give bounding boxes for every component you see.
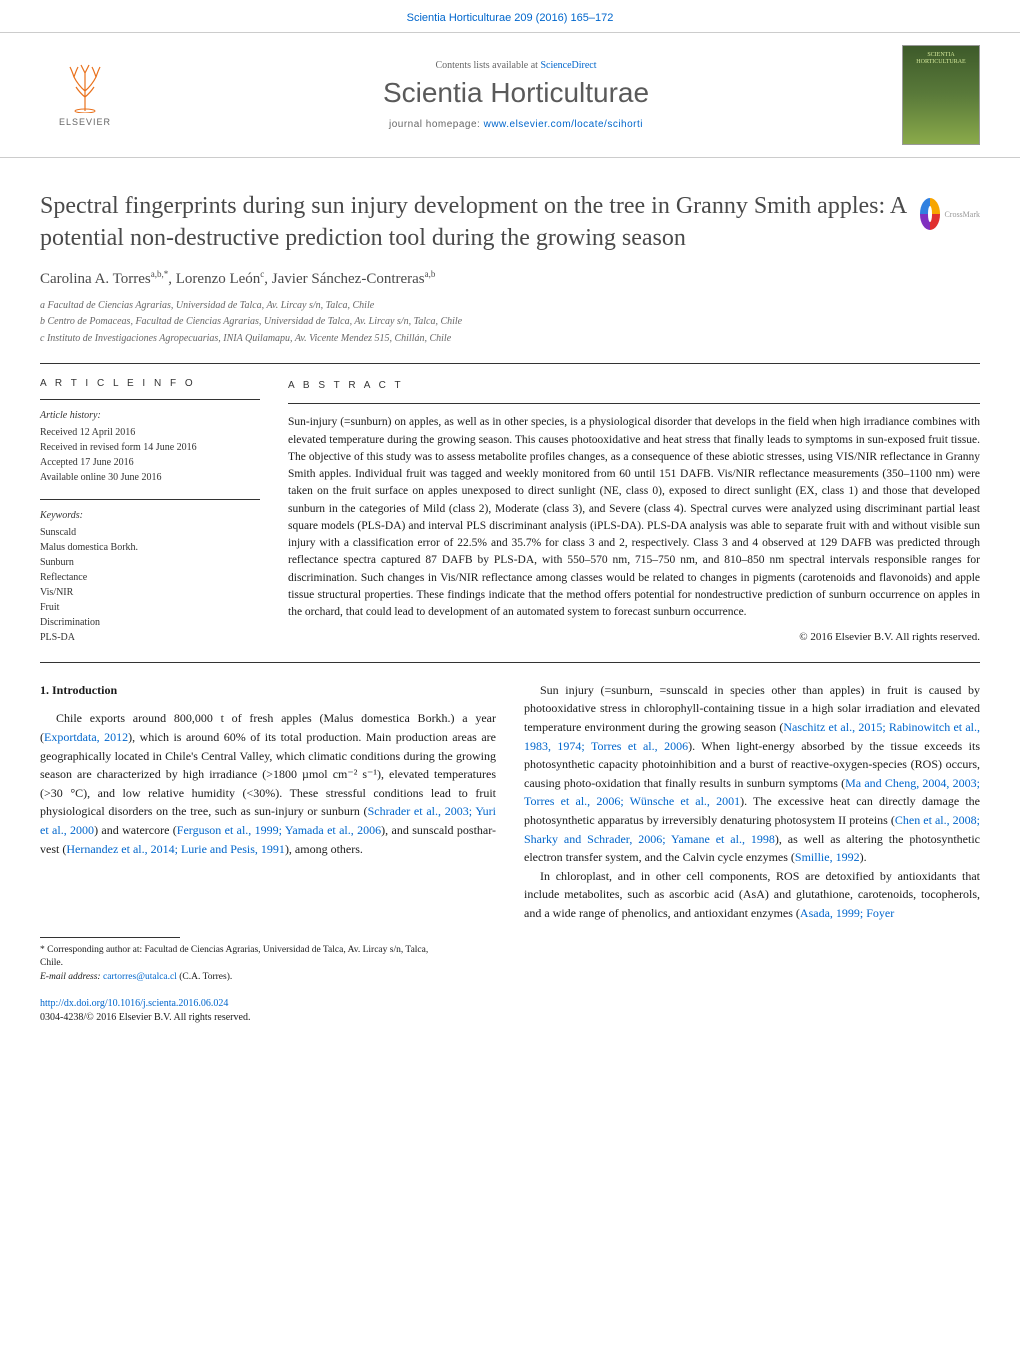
info-rule — [40, 399, 260, 400]
email-owner: (C.A. Torres). — [177, 972, 232, 982]
citation[interactable]: Exportdata, 2012 — [44, 730, 128, 744]
citation[interactable]: Asada, 1999; Foyer — [800, 906, 894, 920]
elsevier-label: ELSEVIER — [59, 117, 111, 127]
intro-heading: 1. Introduction — [40, 681, 496, 700]
crossmark-badge[interactable]: CrossMark — [920, 194, 980, 234]
citation[interactable]: Ferguson et al., 1999; Yamada et al., 20… — [177, 823, 381, 837]
journal-reference: Scientia Horticulturae 209 (2016) 165–17… — [0, 0, 1020, 32]
banner-center: Contents lists available at ScienceDirec… — [130, 60, 902, 130]
author-list: Carolina A. Torresa,b,*, Lorenzo Leónc, … — [0, 269, 1020, 298]
abstract-text: Sun-injury (=sunburn) on apples, as well… — [288, 414, 980, 621]
citation[interactable]: Hernandez et al., 2014; Lurie and Pesis,… — [66, 842, 285, 856]
body-paragraph-2: Sun injury (=sunburn, =sunscald in speci… — [524, 681, 980, 867]
corresponding-author-note: * Corresponding author at: Facultad de C… — [40, 944, 450, 972]
keyword: Vis/NIR — [40, 585, 260, 600]
info-abstract-row: A R T I C L E I N F O Article history: R… — [0, 364, 1020, 662]
affiliation: a Facultad de Ciencias Agrarias, Univers… — [40, 298, 980, 314]
crossmark-label: CrossMark — [944, 210, 980, 219]
affiliation: c Instituto de Investigaciones Agropecua… — [40, 331, 980, 347]
keyword: Fruit — [40, 600, 260, 615]
history-line: Received in revised form 14 June 2016 — [40, 440, 260, 455]
history-line: Available online 30 June 2016 — [40, 470, 260, 485]
sciencedirect-link[interactable]: ScienceDirect — [540, 60, 596, 71]
keyword: Sunscald — [40, 525, 260, 540]
history-line: Received 12 April 2016 — [40, 425, 260, 440]
email-line: E-mail address: cartorres@utalca.cl (C.A… — [40, 971, 450, 985]
body-col-right: Sun injury (=sunburn, =sunscald in speci… — [524, 681, 980, 923]
elsevier-logo: ELSEVIER — [40, 50, 130, 140]
crossmark-icon — [920, 198, 940, 230]
keyword: Malus domestica Borkh. — [40, 540, 260, 555]
doi-block: http://dx.doi.org/10.1016/j.scienta.2016… — [0, 987, 1020, 1041]
journal-title: Scientia Horticulturae — [130, 77, 902, 109]
article-info-heading: A R T I C L E I N F O — [40, 378, 260, 389]
info-rule-2 — [40, 499, 260, 500]
keywords-block: Keywords: SunscaldMalus domestica Borkh.… — [40, 508, 260, 645]
contents-available-line: Contents lists available at ScienceDirec… — [130, 60, 902, 71]
keyword: Reflectance — [40, 570, 260, 585]
email-label: E-mail address: — [40, 972, 103, 982]
intro-paragraph-1: Chile exports around 800,000 t of fresh … — [40, 709, 496, 858]
footnotes: * Corresponding author at: Facultad de C… — [0, 938, 490, 987]
body-columns: 1. Introduction Chile exports around 800… — [0, 663, 1020, 923]
doi-link[interactable]: http://dx.doi.org/10.1016/j.scienta.2016… — [40, 998, 228, 1009]
history-label: Article history: — [40, 408, 260, 423]
corresponding-email-link[interactable]: cartorres@utalca.cl — [103, 972, 177, 982]
abstract-col: A B S T R A C T Sun-injury (=sunburn) on… — [288, 378, 980, 646]
journal-homepage-link[interactable]: www.elsevier.com/locate/scihorti — [484, 119, 643, 130]
article-header: Spectral fingerprints during sun injury … — [0, 158, 1020, 269]
abstract-heading: A B S T R A C T — [288, 378, 980, 393]
affiliation: b Centro de Pomaceas, Facultad de Cienci… — [40, 314, 980, 330]
elsevier-tree-icon — [60, 63, 110, 113]
article-info-col: A R T I C L E I N F O Article history: R… — [40, 378, 260, 646]
keyword: PLS-DA — [40, 630, 260, 645]
body-col-left: 1. Introduction Chile exports around 800… — [40, 681, 496, 923]
article-history: Article history: Received 12 April 2016R… — [40, 408, 260, 485]
abstract-copyright: © 2016 Elsevier B.V. All rights reserved… — [288, 629, 980, 646]
keywords-label: Keywords: — [40, 508, 260, 523]
affiliations: a Facultad de Ciencias Agrarias, Univers… — [0, 298, 1020, 364]
history-line: Accepted 17 June 2016 — [40, 455, 260, 470]
cover-label: SCIENTIA HORTICULTURAE — [903, 52, 979, 65]
citation[interactable]: Smillie, 1992 — [795, 850, 860, 864]
publisher-banner: ELSEVIER Contents lists available at Sci… — [0, 32, 1020, 158]
keyword: Sunburn — [40, 555, 260, 570]
homepage-prefix: journal homepage: — [389, 119, 484, 130]
abstract-rule — [288, 403, 980, 404]
journal-cover-icon: SCIENTIA HORTICULTURAE — [902, 45, 980, 145]
article-title: Spectral fingerprints during sun injury … — [40, 190, 910, 255]
issn-copyright: 0304-4238/© 2016 Elsevier B.V. All right… — [40, 1012, 250, 1023]
journal-homepage-line: journal homepage: www.elsevier.com/locat… — [130, 119, 902, 130]
contents-prefix: Contents lists available at — [435, 60, 540, 71]
body-paragraph-3: In chloroplast, and in other cell compon… — [524, 867, 980, 923]
keyword: Discrimination — [40, 615, 260, 630]
